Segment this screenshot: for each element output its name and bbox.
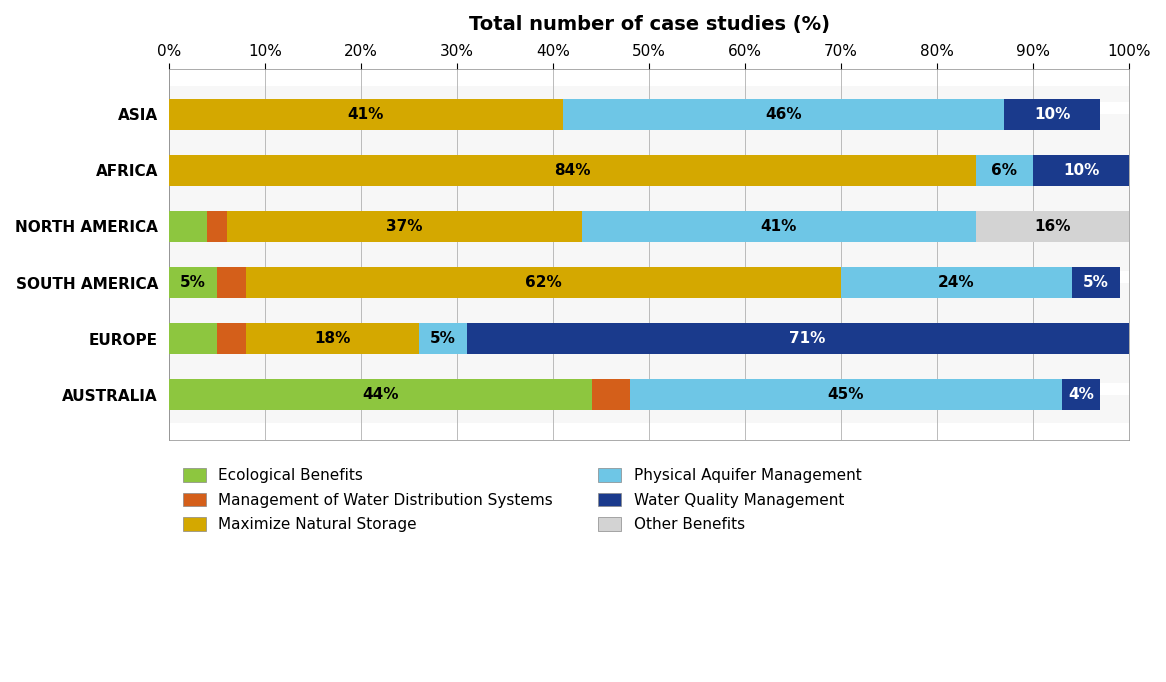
Bar — [169, 102, 1129, 114]
Bar — [169, 211, 208, 242]
Text: 84%: 84% — [554, 163, 590, 178]
Bar — [246, 267, 841, 298]
Text: 5%: 5% — [430, 331, 456, 346]
Text: 71%: 71% — [789, 331, 826, 346]
Bar — [591, 379, 630, 411]
Bar — [169, 198, 1129, 254]
Bar — [217, 323, 246, 354]
X-axis label: Total number of case studies (%): Total number of case studies (%) — [469, 15, 830, 34]
Bar — [1062, 379, 1101, 411]
Text: 10%: 10% — [1034, 106, 1070, 121]
Bar — [169, 323, 217, 354]
Text: 37%: 37% — [386, 219, 422, 234]
Bar — [1072, 267, 1119, 298]
Text: 10%: 10% — [1063, 163, 1100, 178]
Text: 46%: 46% — [765, 106, 802, 121]
Bar — [976, 155, 1033, 186]
Bar — [841, 267, 1072, 298]
Text: 5%: 5% — [1083, 275, 1109, 290]
Text: 24%: 24% — [939, 275, 975, 290]
Bar — [169, 311, 1129, 367]
Text: 62%: 62% — [525, 275, 562, 290]
Text: 16%: 16% — [1034, 219, 1070, 234]
Bar — [976, 211, 1129, 242]
Text: 18%: 18% — [314, 331, 351, 346]
Bar — [169, 379, 591, 411]
Bar — [169, 214, 1129, 226]
Bar — [169, 271, 1129, 282]
Text: 41%: 41% — [347, 106, 384, 121]
Bar — [246, 323, 419, 354]
Bar — [466, 323, 1149, 354]
Bar — [169, 155, 976, 186]
Bar — [169, 367, 1129, 423]
Text: 5%: 5% — [180, 275, 206, 290]
Bar — [419, 323, 466, 354]
Text: 6%: 6% — [991, 163, 1018, 178]
Bar — [582, 211, 976, 242]
Text: 44%: 44% — [361, 387, 399, 402]
Bar — [169, 254, 1129, 311]
Bar — [169, 99, 563, 130]
Bar — [217, 267, 246, 298]
Bar — [169, 327, 1129, 339]
Bar — [1033, 155, 1129, 186]
Bar — [1004, 99, 1101, 130]
Legend: Ecological Benefits, Management of Water Distribution Systems, Maximize Natural : Ecological Benefits, Management of Water… — [176, 462, 868, 538]
Text: 41%: 41% — [760, 219, 796, 234]
Bar — [226, 211, 582, 242]
Bar — [169, 86, 1129, 143]
Bar — [169, 267, 217, 298]
Bar — [169, 383, 1129, 395]
Bar — [630, 379, 1062, 411]
Bar — [169, 158, 1129, 170]
Bar — [208, 211, 226, 242]
Bar — [169, 143, 1129, 198]
Text: 45%: 45% — [828, 387, 864, 402]
Bar — [563, 99, 1004, 130]
Text: 4%: 4% — [1068, 387, 1094, 402]
